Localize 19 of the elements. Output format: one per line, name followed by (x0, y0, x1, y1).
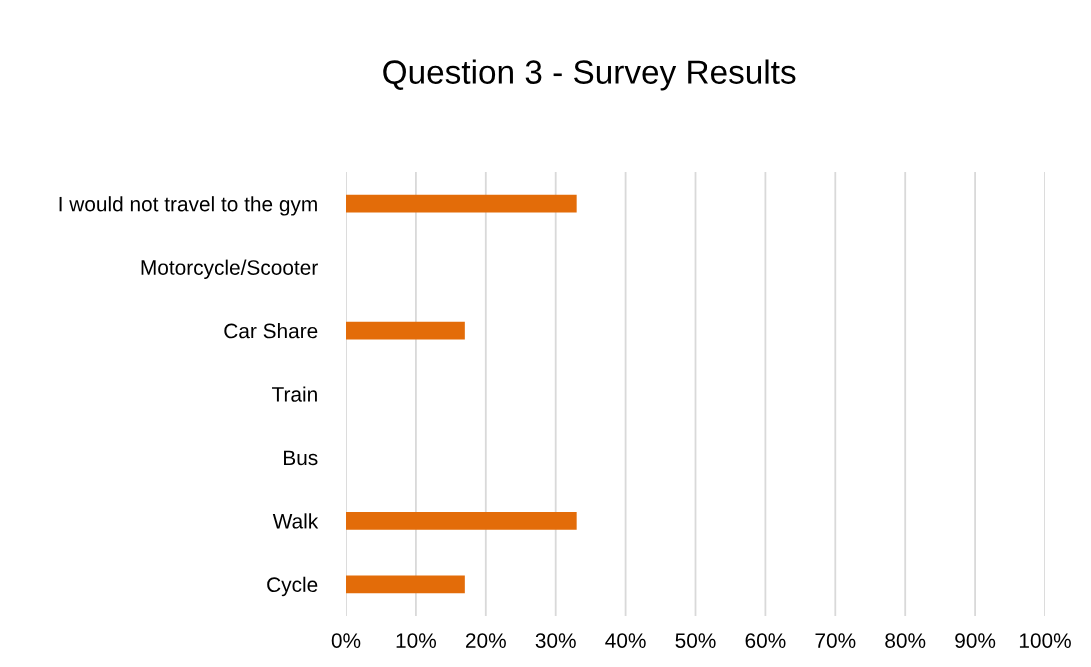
x-tick-label: 20% (466, 633, 506, 648)
y-tick-label: Cycle (267, 576, 318, 597)
y-tick-label: Car Share (224, 323, 318, 339)
x-tick-label: 100% (1019, 633, 1071, 648)
y-tick-label: Bus (284, 450, 318, 466)
x-tick-label: 90% (955, 633, 996, 648)
x-tick-label: 80% (885, 633, 926, 648)
y-tick-label: Walk (272, 513, 319, 529)
y-tick-label: I would not travel to the gym (59, 196, 317, 216)
y-tick-label: Train (272, 386, 317, 402)
x-tick-label: 70% (815, 633, 856, 648)
x-tick-label: 60% (745, 633, 786, 648)
y-tick-label: Motorcycle/Scooter (141, 259, 318, 280)
chart-title: Question 3 - Survey Results (383, 59, 796, 91)
x-tick-label: 0% (331, 633, 361, 648)
x-tick-label: 10% (396, 633, 437, 648)
x-tick-label: 40% (605, 633, 646, 648)
x-tick-label: 50% (675, 633, 716, 648)
x-tick-label: 30% (535, 633, 576, 648)
